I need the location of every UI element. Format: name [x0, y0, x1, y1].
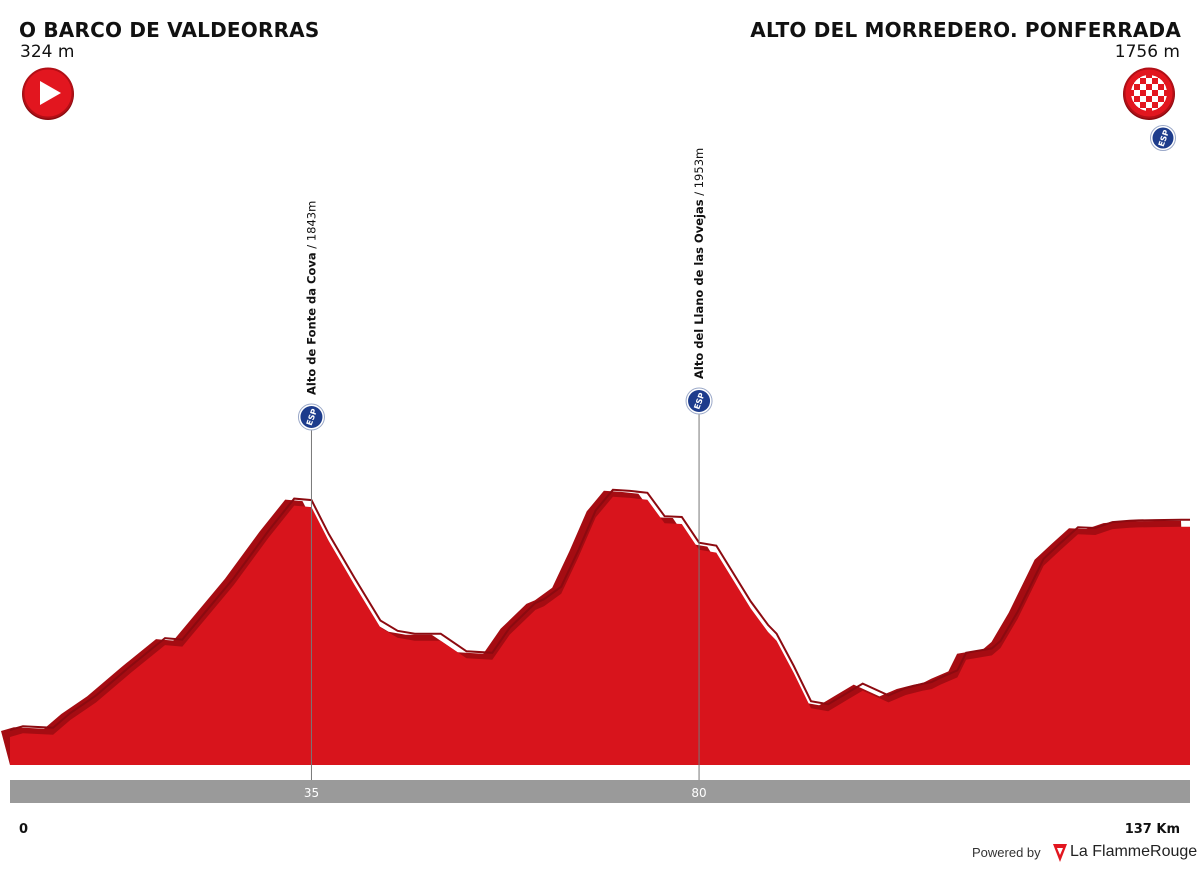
climb-name-label: Alto del Llano de las Ovejas / 1953m [692, 148, 706, 379]
powered-by-label: Powered by [972, 845, 1041, 860]
x-axis-end-label: 137 Km [1124, 822, 1180, 837]
start-arrow-icon [19, 66, 79, 122]
flamme-rouge-logo-icon [1052, 843, 1068, 863]
x-axis-start-label: 0 [19, 822, 29, 837]
finish-checkered-icon [1119, 66, 1179, 122]
km-tick-label: 35 [304, 786, 319, 800]
start-altitude: 324 m [20, 42, 75, 62]
finish-altitude: 1756 m [1114, 42, 1180, 62]
km-tick-label: 80 [691, 786, 706, 800]
climb-esp-badge-icon: ESP [297, 403, 325, 431]
elevation-line [9, 488, 1190, 731]
finish-location: ALTO DEL MORREDERO. PONFERRADA [750, 18, 1181, 42]
elevation-area [10, 496, 1190, 765]
brand-name: La FlammeRouge [1070, 843, 1198, 860]
start-location: O BARCO DE VALDEORRAS [19, 18, 320, 42]
finish-esp-badge-icon: ESP [1149, 124, 1177, 152]
climb-esp-badge-icon: ESP [685, 387, 713, 415]
km-band [10, 780, 1190, 803]
climb-name-label: Alto de Fonte da Cova / 1843m [304, 201, 318, 395]
